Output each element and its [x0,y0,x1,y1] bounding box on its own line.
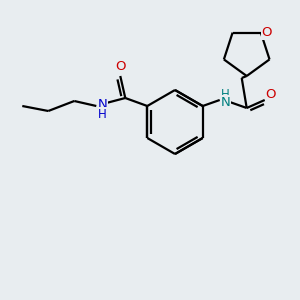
Text: O: O [266,88,276,100]
Text: N: N [221,95,231,109]
Text: O: O [262,26,272,39]
Text: N: N [98,98,107,110]
Text: H: H [98,107,107,121]
Text: H: H [221,88,230,100]
Text: O: O [115,59,125,73]
